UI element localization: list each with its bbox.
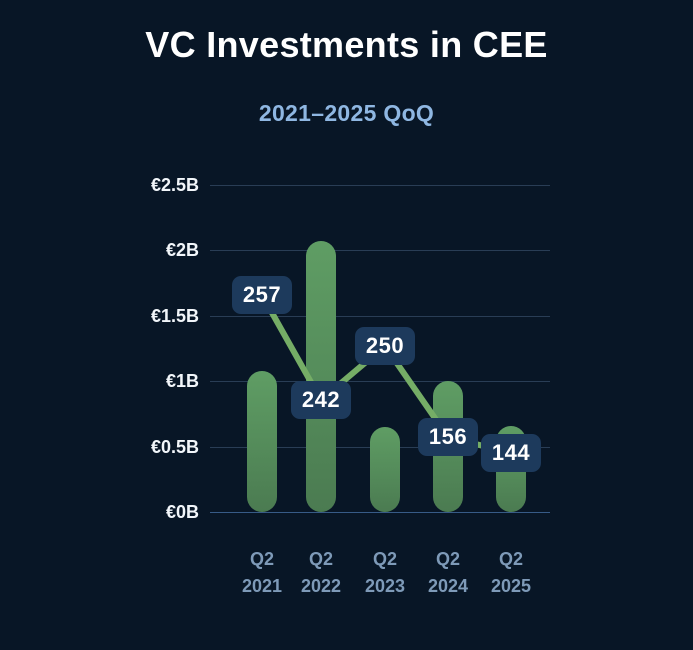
- x-tick-quarter: Q2: [435, 549, 460, 569]
- deal-count-callout-q2-2025: 144: [481, 434, 541, 472]
- gridline: [210, 250, 550, 251]
- bar-q2-2023: [370, 426, 400, 512]
- bar-q2-2022: [306, 240, 336, 512]
- x-tick-label-q2-2023: Q2 2023: [343, 546, 427, 600]
- x-tick-label-q2-2025: Q2 2025: [469, 546, 553, 600]
- bar-q2-2021: [247, 370, 277, 512]
- x-tick-quarter: Q2: [249, 549, 274, 569]
- chart-title: VC Investments in CEE: [145, 24, 548, 65]
- x-tick-year: 2024: [427, 576, 469, 596]
- y-tick-label: €1B: [165, 371, 199, 391]
- y-tick-label: €2.5B: [150, 174, 199, 195]
- x-tick-year: 2025: [490, 576, 532, 596]
- gridline: [210, 184, 550, 186]
- y-tick-label: €0.5B: [150, 436, 199, 457]
- x-tick-label-q2-2024: Q2 2024: [406, 546, 490, 600]
- chart-subtitle: 2021–2025 QoQ: [258, 100, 435, 126]
- x-tick-label-q2-2022: Q2 2022: [279, 546, 363, 600]
- deal-count-callout-q2-2022: 242: [291, 381, 351, 419]
- x-tick-year: 2021: [241, 576, 283, 596]
- deal-count-callout-q2-2024: 156: [418, 418, 478, 456]
- gridline: [210, 315, 550, 317]
- x-tick-year: 2023: [364, 576, 406, 596]
- x-tick-quarter: Q2: [308, 549, 333, 569]
- x-tick-label-q2-2021: Q2 2021: [220, 546, 304, 600]
- y-tick-label: €1.5B: [150, 305, 199, 326]
- deal-count-callout-q2-2021: 257: [232, 276, 292, 314]
- y-tick-label: €2B: [165, 240, 199, 260]
- x-axis-line: [210, 512, 550, 513]
- x-tick-year: 2022: [300, 576, 342, 596]
- x-tick-quarter: Q2: [372, 549, 397, 569]
- x-tick-quarter: Q2: [498, 549, 523, 569]
- y-tick-label: €0B: [165, 502, 199, 522]
- deal-count-callout-q2-2023: 250: [355, 327, 415, 365]
